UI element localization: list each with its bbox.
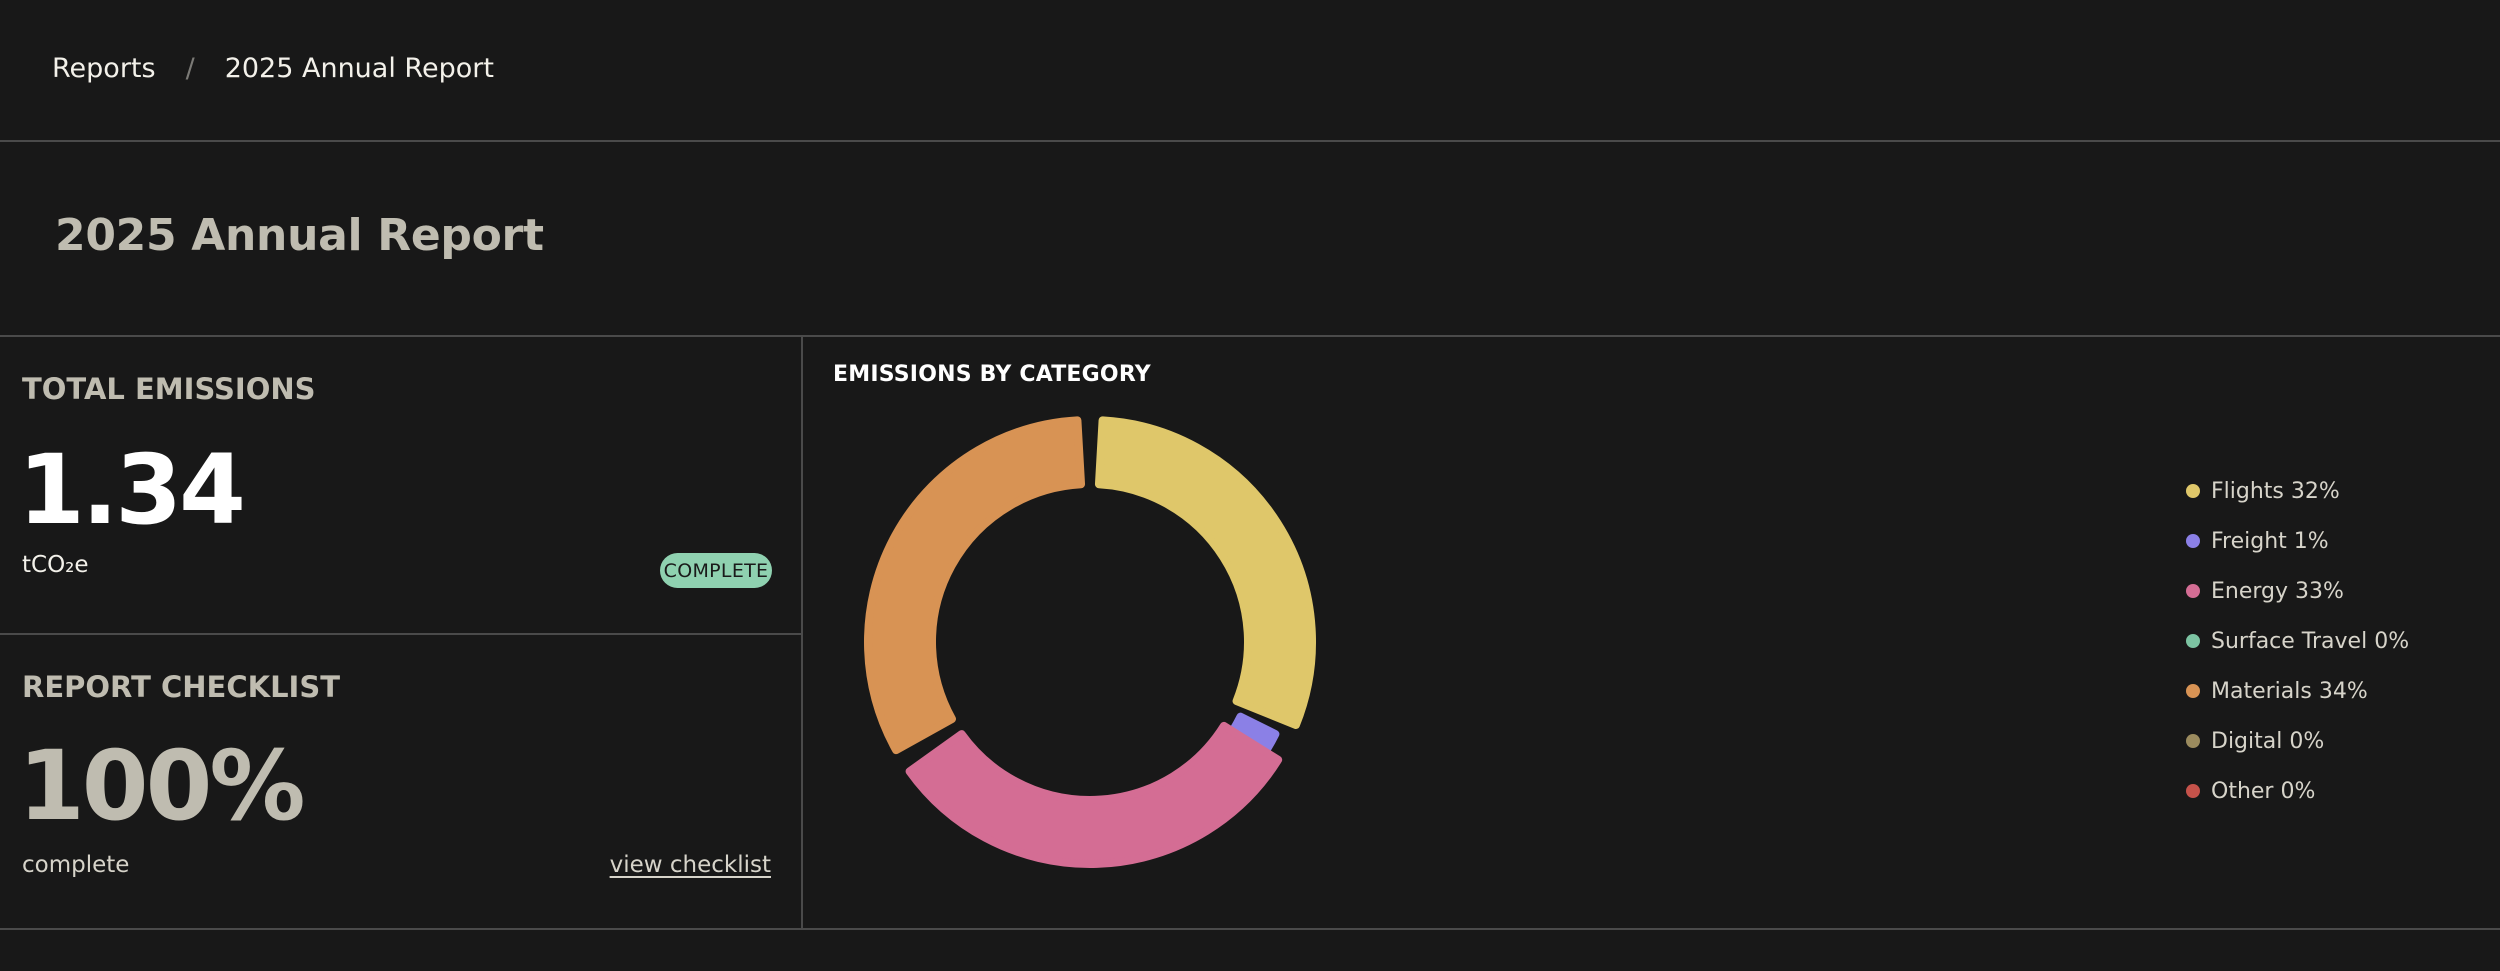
legend-swatch [2186,584,2200,598]
card-divider [0,633,802,635]
legend-swatch [2186,534,2200,548]
header-divider [0,140,2500,142]
legend-label: Flights 32% [2211,478,2340,504]
legend-label: Materials 34% [2211,678,2368,704]
legend-item-materials: Materials 34% [2186,666,2409,716]
page-title: 2025 Annual Report [55,210,544,261]
emissions-unit: tCO₂e [22,552,89,578]
footer-divider [0,928,2500,930]
view-checklist-link[interactable]: view checklist [609,852,771,878]
donut-slice-materials[interactable] [864,416,1086,755]
chart-title: EMISSIONS BY CATEGORY [833,362,1151,387]
breadcrumb-reports-link[interactable]: Reports [52,52,156,84]
legend-item-digital: Digital 0% [2186,716,2409,766]
legend-item-flights: Flights 32% [2186,466,2409,516]
legend-item-energy: Energy 33% [2186,566,2409,616]
legend-swatch [2186,634,2200,648]
checklist-progress-value: 100% [18,730,306,842]
breadcrumb-separator: / [185,52,195,84]
panel-divider [801,336,803,929]
emissions-donut-chart [864,416,1316,868]
legend-swatch [2186,734,2200,748]
chart-legend: Flights 32% Freight 1% Energy 33% Surfac… [2186,466,2409,816]
status-badge: COMPLETE [660,553,772,588]
donut-slice-energy[interactable] [905,721,1283,868]
legend-label: Digital 0% [2211,728,2325,754]
legend-label: Other 0% [2211,778,2316,804]
breadcrumb: Reports / 2025 Annual Report [52,50,494,86]
legend-swatch [2186,784,2200,798]
legend-label: Energy 33% [2211,578,2344,604]
legend-label: Freight 1% [2211,528,2329,554]
total-emissions-value: 1.34 [18,434,246,546]
donut-slice-flights[interactable] [1094,416,1316,729]
legend-item-surface-travel: Surface Travel 0% [2186,616,2409,666]
legend-swatch [2186,484,2200,498]
report-checklist-label: REPORT CHECKLIST [22,670,341,704]
legend-item-other: Other 0% [2186,766,2409,816]
legend-swatch [2186,684,2200,698]
legend-label: Surface Travel 0% [2211,628,2410,654]
breadcrumb-current: 2025 Annual Report [224,52,494,84]
total-emissions-label: TOTAL EMISSIONS [22,372,316,406]
legend-item-freight: Freight 1% [2186,516,2409,566]
title-divider [0,335,2500,337]
checklist-caption: complete [22,852,130,878]
